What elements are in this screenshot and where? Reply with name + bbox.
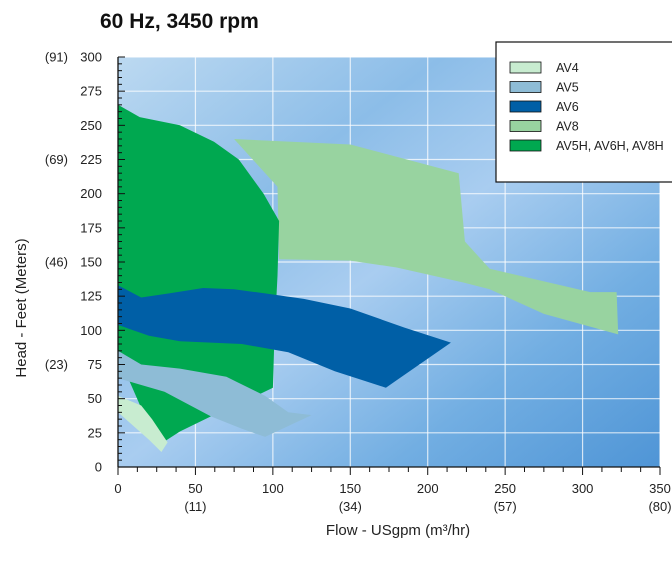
y-tick-label: 50 [88, 391, 102, 406]
legend-entry: AV4 [556, 61, 579, 75]
y-tick-label: 175 [80, 220, 102, 235]
x-tick-label: 250 [494, 481, 516, 496]
x-tick-label: 100 [262, 481, 284, 496]
series-av8-area [234, 139, 619, 335]
x-tick-label: 150 [339, 481, 361, 496]
legend: AV4 AV5 AV6 AV8 AV5H, AV6H, AV8H [495, 41, 672, 183]
legend-swatch [509, 61, 542, 74]
series-av6-area [118, 285, 451, 388]
x-tick-label: 300 [572, 481, 594, 496]
y-tick-label: 100 [80, 323, 102, 338]
y-secondary-tick-label: (91) [45, 50, 68, 65]
legend-swatch [509, 81, 542, 93]
y-tick-label: 275 [80, 84, 102, 99]
legend-swatch [509, 139, 542, 152]
x-tick-label: 200 [417, 481, 439, 496]
y-tick-label: 225 [80, 152, 102, 167]
y-tick-label: 200 [80, 186, 102, 201]
series-layer [118, 104, 619, 452]
legend-entry: AV5H, AV6H, AV8H [556, 139, 664, 153]
y-tick-label: 250 [80, 118, 102, 133]
series-av4-area [118, 395, 168, 452]
y-secondary-tick-label: (69) [45, 152, 68, 167]
y-axis-label: Head - Feet (Meters) [13, 238, 30, 377]
legend-entry: AV5 [556, 81, 579, 95]
legend-entry: AV8 [556, 120, 579, 134]
axes [117, 56, 661, 475]
legend-entry: AV6 [556, 100, 579, 114]
x-secondary-tick-label: (34) [339, 499, 362, 514]
y-tick-label: 150 [80, 255, 102, 270]
x-secondary-tick-label: (57) [494, 499, 517, 514]
x-secondary-tick-label: (80) [648, 499, 671, 514]
series-av5h-av6h-av8h-area [118, 104, 280, 447]
y-tick-label: 75 [88, 357, 102, 372]
x-axis-label: Flow - USgpm (m³/hr) [326, 522, 470, 539]
tick-labels: 0 25 50 75 100 125 150 175 200 225 250 275 300 (23) (4… [45, 50, 672, 515]
y-tick-label: 0 [95, 460, 102, 475]
x-secondary-tick-label: (11) [184, 499, 206, 514]
y-tick-label: 25 [88, 425, 102, 440]
y-secondary-tick-label: (23) [45, 357, 68, 372]
legend-swatch [509, 100, 542, 113]
x-tick-label: 50 [188, 481, 202, 496]
series-av5-area [118, 350, 312, 437]
x-tick-label: 350 [649, 481, 671, 496]
y-tick-label: 300 [80, 50, 102, 65]
chart-title: 60 Hz, 3450 rpm [100, 10, 259, 33]
x-tick-label: 0 [114, 481, 121, 496]
legend-swatch [509, 120, 542, 132]
y-tick-label: 125 [80, 289, 102, 304]
y-secondary-tick-label: (46) [45, 255, 68, 270]
